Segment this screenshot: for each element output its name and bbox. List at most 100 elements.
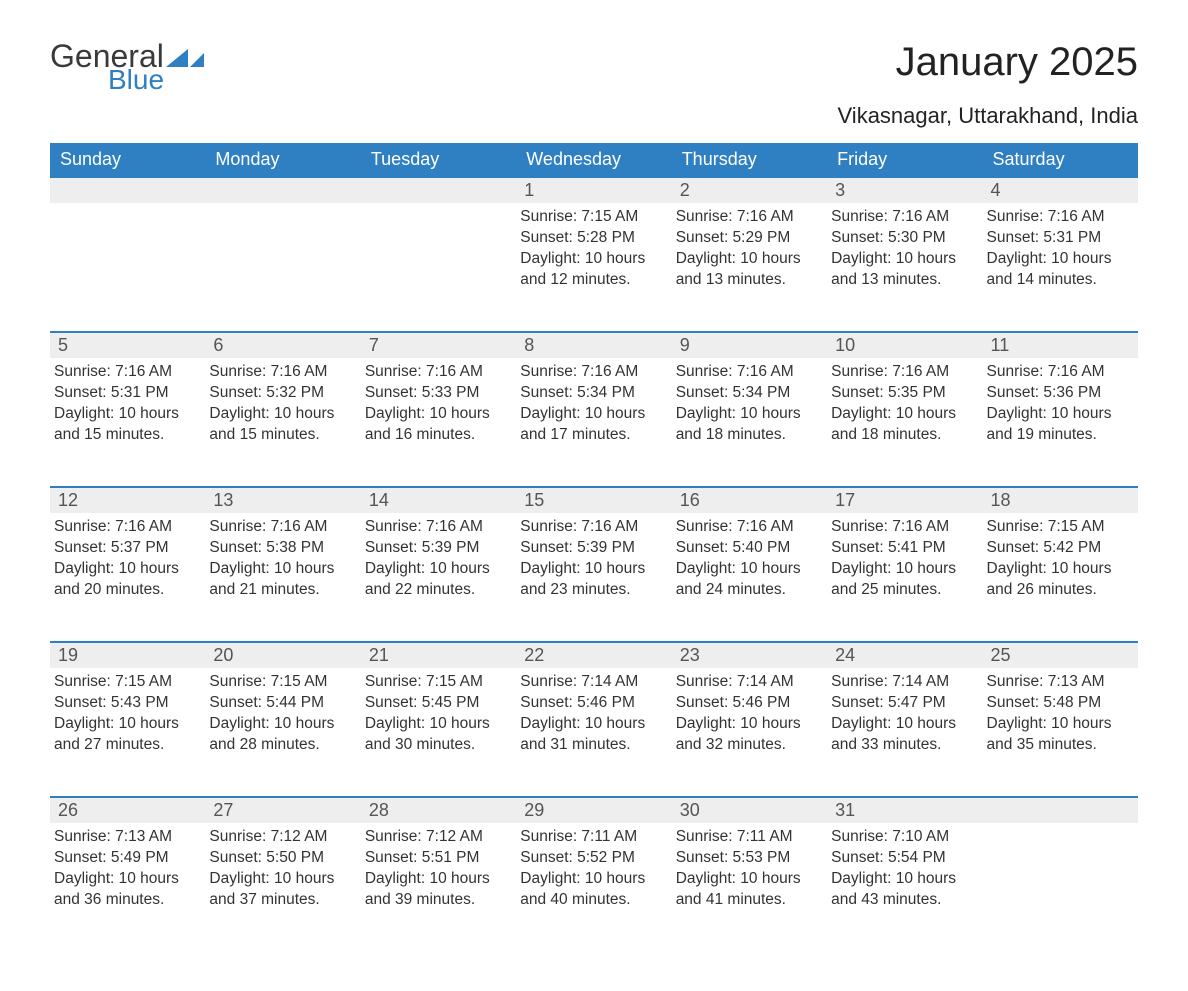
- day-number: 19: [50, 641, 205, 668]
- daylight-line: Daylight: 10 hours and 26 minutes.: [987, 559, 1134, 601]
- day-number: 4: [983, 176, 1138, 203]
- month-title: January 2025: [838, 40, 1138, 85]
- sunset-line: Sunset: 5:34 PM: [520, 383, 667, 404]
- sunset-line: Sunset: 5:51 PM: [365, 848, 512, 869]
- daylight-line: Daylight: 10 hours and 35 minutes.: [987, 714, 1134, 756]
- day-content: Sunrise: 7:16 AMSunset: 5:41 PMDaylight:…: [827, 513, 982, 611]
- day-number: 8: [516, 331, 671, 358]
- daylight-line: Daylight: 10 hours and 13 minutes.: [831, 249, 978, 291]
- sunrise-line: Sunrise: 7:15 AM: [520, 207, 667, 228]
- daylight-line: Daylight: 10 hours and 13 minutes.: [676, 249, 823, 291]
- sunrise-line: Sunrise: 7:15 AM: [54, 672, 201, 693]
- sunrise-line: Sunrise: 7:16 AM: [209, 362, 356, 383]
- day-number: 29: [516, 796, 671, 823]
- title-block: January 2025 Vikasnagar, Uttarakhand, In…: [838, 40, 1138, 129]
- daylight-line: Daylight: 10 hours and 15 minutes.: [54, 404, 201, 446]
- calendar-body: 1234Sunrise: 7:15 AMSunset: 5:28 PMDayli…: [50, 176, 1138, 951]
- day-content: Sunrise: 7:11 AMSunset: 5:52 PMDaylight:…: [516, 823, 671, 921]
- day-number: 3: [827, 176, 982, 203]
- day-content: Sunrise: 7:16 AMSunset: 5:36 PMDaylight:…: [983, 358, 1138, 456]
- day-content: Sunrise: 7:13 AMSunset: 5:49 PMDaylight:…: [50, 823, 205, 921]
- sunrise-line: Sunrise: 7:16 AM: [676, 517, 823, 538]
- sunrise-line: Sunrise: 7:11 AM: [520, 827, 667, 848]
- weekday-header: Thursday: [672, 143, 827, 176]
- sunset-line: Sunset: 5:46 PM: [676, 693, 823, 714]
- sunset-line: Sunset: 5:38 PM: [209, 538, 356, 559]
- sunset-line: Sunset: 5:31 PM: [987, 228, 1134, 249]
- sunrise-line: Sunrise: 7:16 AM: [520, 517, 667, 538]
- day-number: 12: [50, 486, 205, 513]
- day-content: Sunrise: 7:16 AMSunset: 5:31 PMDaylight:…: [983, 203, 1138, 301]
- day-number: 9: [672, 331, 827, 358]
- daylight-line: Daylight: 10 hours and 17 minutes.: [520, 404, 667, 446]
- sunset-line: Sunset: 5:44 PM: [209, 693, 356, 714]
- day-content: Sunrise: 7:15 AMSunset: 5:45 PMDaylight:…: [361, 668, 516, 766]
- day-content: Sunrise: 7:14 AMSunset: 5:46 PMDaylight:…: [516, 668, 671, 766]
- sunset-line: Sunset: 5:39 PM: [365, 538, 512, 559]
- calendar-table: Sunday Monday Tuesday Wednesday Thursday…: [50, 143, 1138, 951]
- daylight-line: Daylight: 10 hours and 20 minutes.: [54, 559, 201, 601]
- empty-day: [205, 203, 360, 331]
- empty-day: [983, 823, 1138, 951]
- daylight-line: Daylight: 10 hours and 18 minutes.: [831, 404, 978, 446]
- sunrise-line: Sunrise: 7:16 AM: [831, 207, 978, 228]
- day-content: Sunrise: 7:15 AMSunset: 5:43 PMDaylight:…: [50, 668, 205, 766]
- day-number: 20: [205, 641, 360, 668]
- daylight-line: Daylight: 10 hours and 19 minutes.: [987, 404, 1134, 446]
- sunset-line: Sunset: 5:52 PM: [520, 848, 667, 869]
- daylight-line: Daylight: 10 hours and 12 minutes.: [520, 249, 667, 291]
- sunset-line: Sunset: 5:39 PM: [520, 538, 667, 559]
- daynum-row: 567891011: [50, 331, 1138, 358]
- day-number: 6: [205, 331, 360, 358]
- day-content: Sunrise: 7:16 AMSunset: 5:34 PMDaylight:…: [516, 358, 671, 456]
- day-number: 10: [827, 331, 982, 358]
- empty-day: [50, 203, 205, 331]
- daylight-line: Daylight: 10 hours and 21 minutes.: [209, 559, 356, 601]
- day-number-empty: [983, 796, 1138, 823]
- day-number-empty: [50, 176, 205, 203]
- day-number: 17: [827, 486, 982, 513]
- daylight-line: Daylight: 10 hours and 31 minutes.: [520, 714, 667, 756]
- weekday-header: Tuesday: [361, 143, 516, 176]
- day-content: Sunrise: 7:16 AMSunset: 5:39 PMDaylight:…: [516, 513, 671, 611]
- sunrise-line: Sunrise: 7:15 AM: [365, 672, 512, 693]
- day-content: Sunrise: 7:14 AMSunset: 5:47 PMDaylight:…: [827, 668, 982, 766]
- sunset-line: Sunset: 5:33 PM: [365, 383, 512, 404]
- sunset-line: Sunset: 5:30 PM: [831, 228, 978, 249]
- weekday-header: Friday: [827, 143, 982, 176]
- day-number: 24: [827, 641, 982, 668]
- day-content: Sunrise: 7:12 AMSunset: 5:51 PMDaylight:…: [361, 823, 516, 921]
- sunrise-line: Sunrise: 7:11 AM: [676, 827, 823, 848]
- daylight-line: Daylight: 10 hours and 18 minutes.: [676, 404, 823, 446]
- sunrise-line: Sunrise: 7:16 AM: [831, 517, 978, 538]
- sunset-line: Sunset: 5:35 PM: [831, 383, 978, 404]
- day-content: Sunrise: 7:16 AMSunset: 5:37 PMDaylight:…: [50, 513, 205, 611]
- sunrise-line: Sunrise: 7:15 AM: [209, 672, 356, 693]
- header: General Blue January 2025 Vikasnagar, Ut…: [50, 40, 1138, 129]
- sunrise-line: Sunrise: 7:16 AM: [209, 517, 356, 538]
- day-content: Sunrise: 7:12 AMSunset: 5:50 PMDaylight:…: [205, 823, 360, 921]
- sunrise-line: Sunrise: 7:16 AM: [831, 362, 978, 383]
- day-number: 15: [516, 486, 671, 513]
- day-content: Sunrise: 7:16 AMSunset: 5:38 PMDaylight:…: [205, 513, 360, 611]
- daylight-line: Daylight: 10 hours and 14 minutes.: [987, 249, 1134, 291]
- day-content: Sunrise: 7:16 AMSunset: 5:29 PMDaylight:…: [672, 203, 827, 301]
- daynum-row: 1234: [50, 176, 1138, 203]
- day-number: 11: [983, 331, 1138, 358]
- sunrise-line: Sunrise: 7:13 AM: [54, 827, 201, 848]
- sunrise-line: Sunrise: 7:14 AM: [520, 672, 667, 693]
- day-content: Sunrise: 7:16 AMSunset: 5:35 PMDaylight:…: [827, 358, 982, 456]
- day-content: Sunrise: 7:15 AMSunset: 5:44 PMDaylight:…: [205, 668, 360, 766]
- sunrise-line: Sunrise: 7:16 AM: [520, 362, 667, 383]
- sunset-line: Sunset: 5:49 PM: [54, 848, 201, 869]
- daylight-line: Daylight: 10 hours and 33 minutes.: [831, 714, 978, 756]
- day-number: 2: [672, 176, 827, 203]
- day-content: Sunrise: 7:16 AMSunset: 5:30 PMDaylight:…: [827, 203, 982, 301]
- daynum-row: 12131415161718: [50, 486, 1138, 513]
- daylight-line: Daylight: 10 hours and 39 minutes.: [365, 869, 512, 911]
- sunset-line: Sunset: 5:40 PM: [676, 538, 823, 559]
- day-content: Sunrise: 7:16 AMSunset: 5:31 PMDaylight:…: [50, 358, 205, 456]
- daynum-row: 262728293031: [50, 796, 1138, 823]
- day-number: 21: [361, 641, 516, 668]
- daylight-line: Daylight: 10 hours and 27 minutes.: [54, 714, 201, 756]
